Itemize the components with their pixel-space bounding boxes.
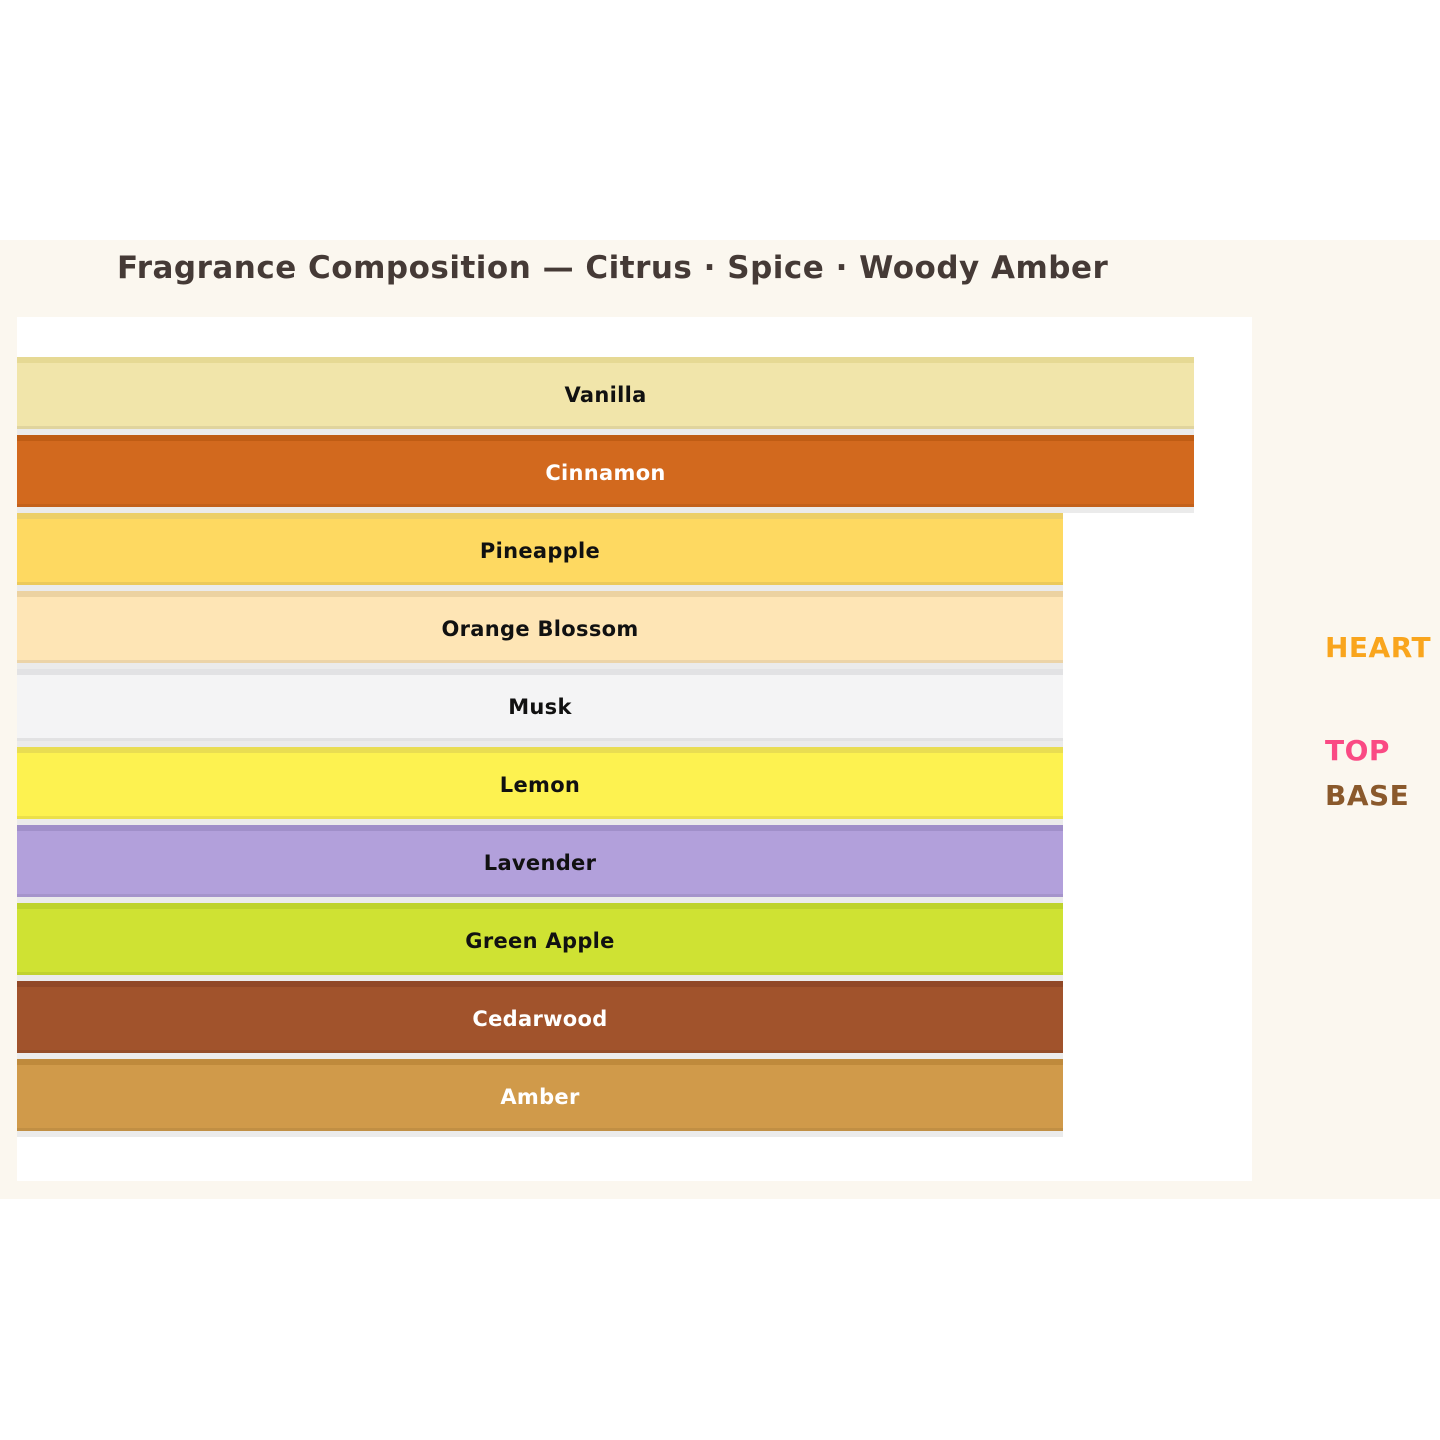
bar-label-orange-blossom: Orange Blossom	[441, 616, 639, 641]
bar-shadow	[17, 663, 1063, 669]
bar-row-lavender: Lavender	[17, 825, 1252, 903]
bar-shadow	[17, 507, 1194, 513]
bar-orange-blossom: Orange Blossom	[17, 591, 1063, 663]
bar-row-cedarwood: Cedarwood	[17, 981, 1252, 1059]
legend-label-heart: HEART	[1325, 631, 1432, 664]
bars-container: Vanilla Cinnamon Pineapple Orange Blossom Mu…	[17, 357, 1252, 1137]
bar-row-pineapple: Pineapple	[17, 513, 1252, 591]
bar-row-musk: Musk	[17, 669, 1252, 747]
bar-shadow	[17, 741, 1063, 747]
bar-label-lemon: Lemon	[499, 772, 581, 797]
bar-label-lavender: Lavender	[483, 850, 597, 875]
chart-panel: Vanilla Cinnamon Pineapple Orange Blossom Mu…	[17, 317, 1252, 1181]
bar-cinnamon: Cinnamon	[17, 435, 1194, 507]
bar-row-vanilla: Vanilla	[17, 357, 1252, 435]
bar-row-orange-blossom: Orange Blossom	[17, 591, 1252, 669]
bar-label-musk: Musk	[508, 694, 572, 719]
bar-amber: Amber	[17, 1059, 1063, 1131]
bar-label-amber: Amber	[500, 1084, 580, 1109]
bar-shadow	[17, 1131, 1063, 1137]
bar-label-cinnamon: Cinnamon	[545, 460, 666, 485]
bar-lemon: Lemon	[17, 747, 1063, 819]
bar-shadow	[17, 585, 1063, 591]
bar-row-green-apple: Green Apple	[17, 903, 1252, 981]
bar-row-lemon: Lemon	[17, 747, 1252, 825]
bar-label-vanilla: Vanilla	[564, 382, 647, 407]
bar-shadow	[17, 819, 1063, 825]
chart-title: Fragrance Composition — Citrus · Spice ·…	[117, 250, 1109, 286]
bar-label-pineapple: Pineapple	[479, 538, 601, 563]
bar-cedarwood: Cedarwood	[17, 981, 1063, 1053]
bar-green-apple: Green Apple	[17, 903, 1063, 975]
bar-pineapple: Pineapple	[17, 513, 1063, 585]
bar-musk: Musk	[17, 669, 1063, 741]
bar-shadow	[17, 429, 1194, 435]
bar-row-cinnamon: Cinnamon	[17, 435, 1252, 513]
bar-row-amber: Amber	[17, 1059, 1252, 1137]
bar-shadow	[17, 897, 1063, 903]
bar-shadow	[17, 975, 1063, 981]
bar-label-cedarwood: Cedarwood	[472, 1006, 608, 1031]
bar-shadow	[17, 1053, 1063, 1059]
bar-vanilla: Vanilla	[17, 357, 1194, 429]
bar-label-green-apple: Green Apple	[465, 928, 615, 953]
legend-label-base: BASE	[1325, 779, 1410, 812]
legend-label-top: TOP	[1325, 734, 1390, 767]
bar-lavender: Lavender	[17, 825, 1063, 897]
